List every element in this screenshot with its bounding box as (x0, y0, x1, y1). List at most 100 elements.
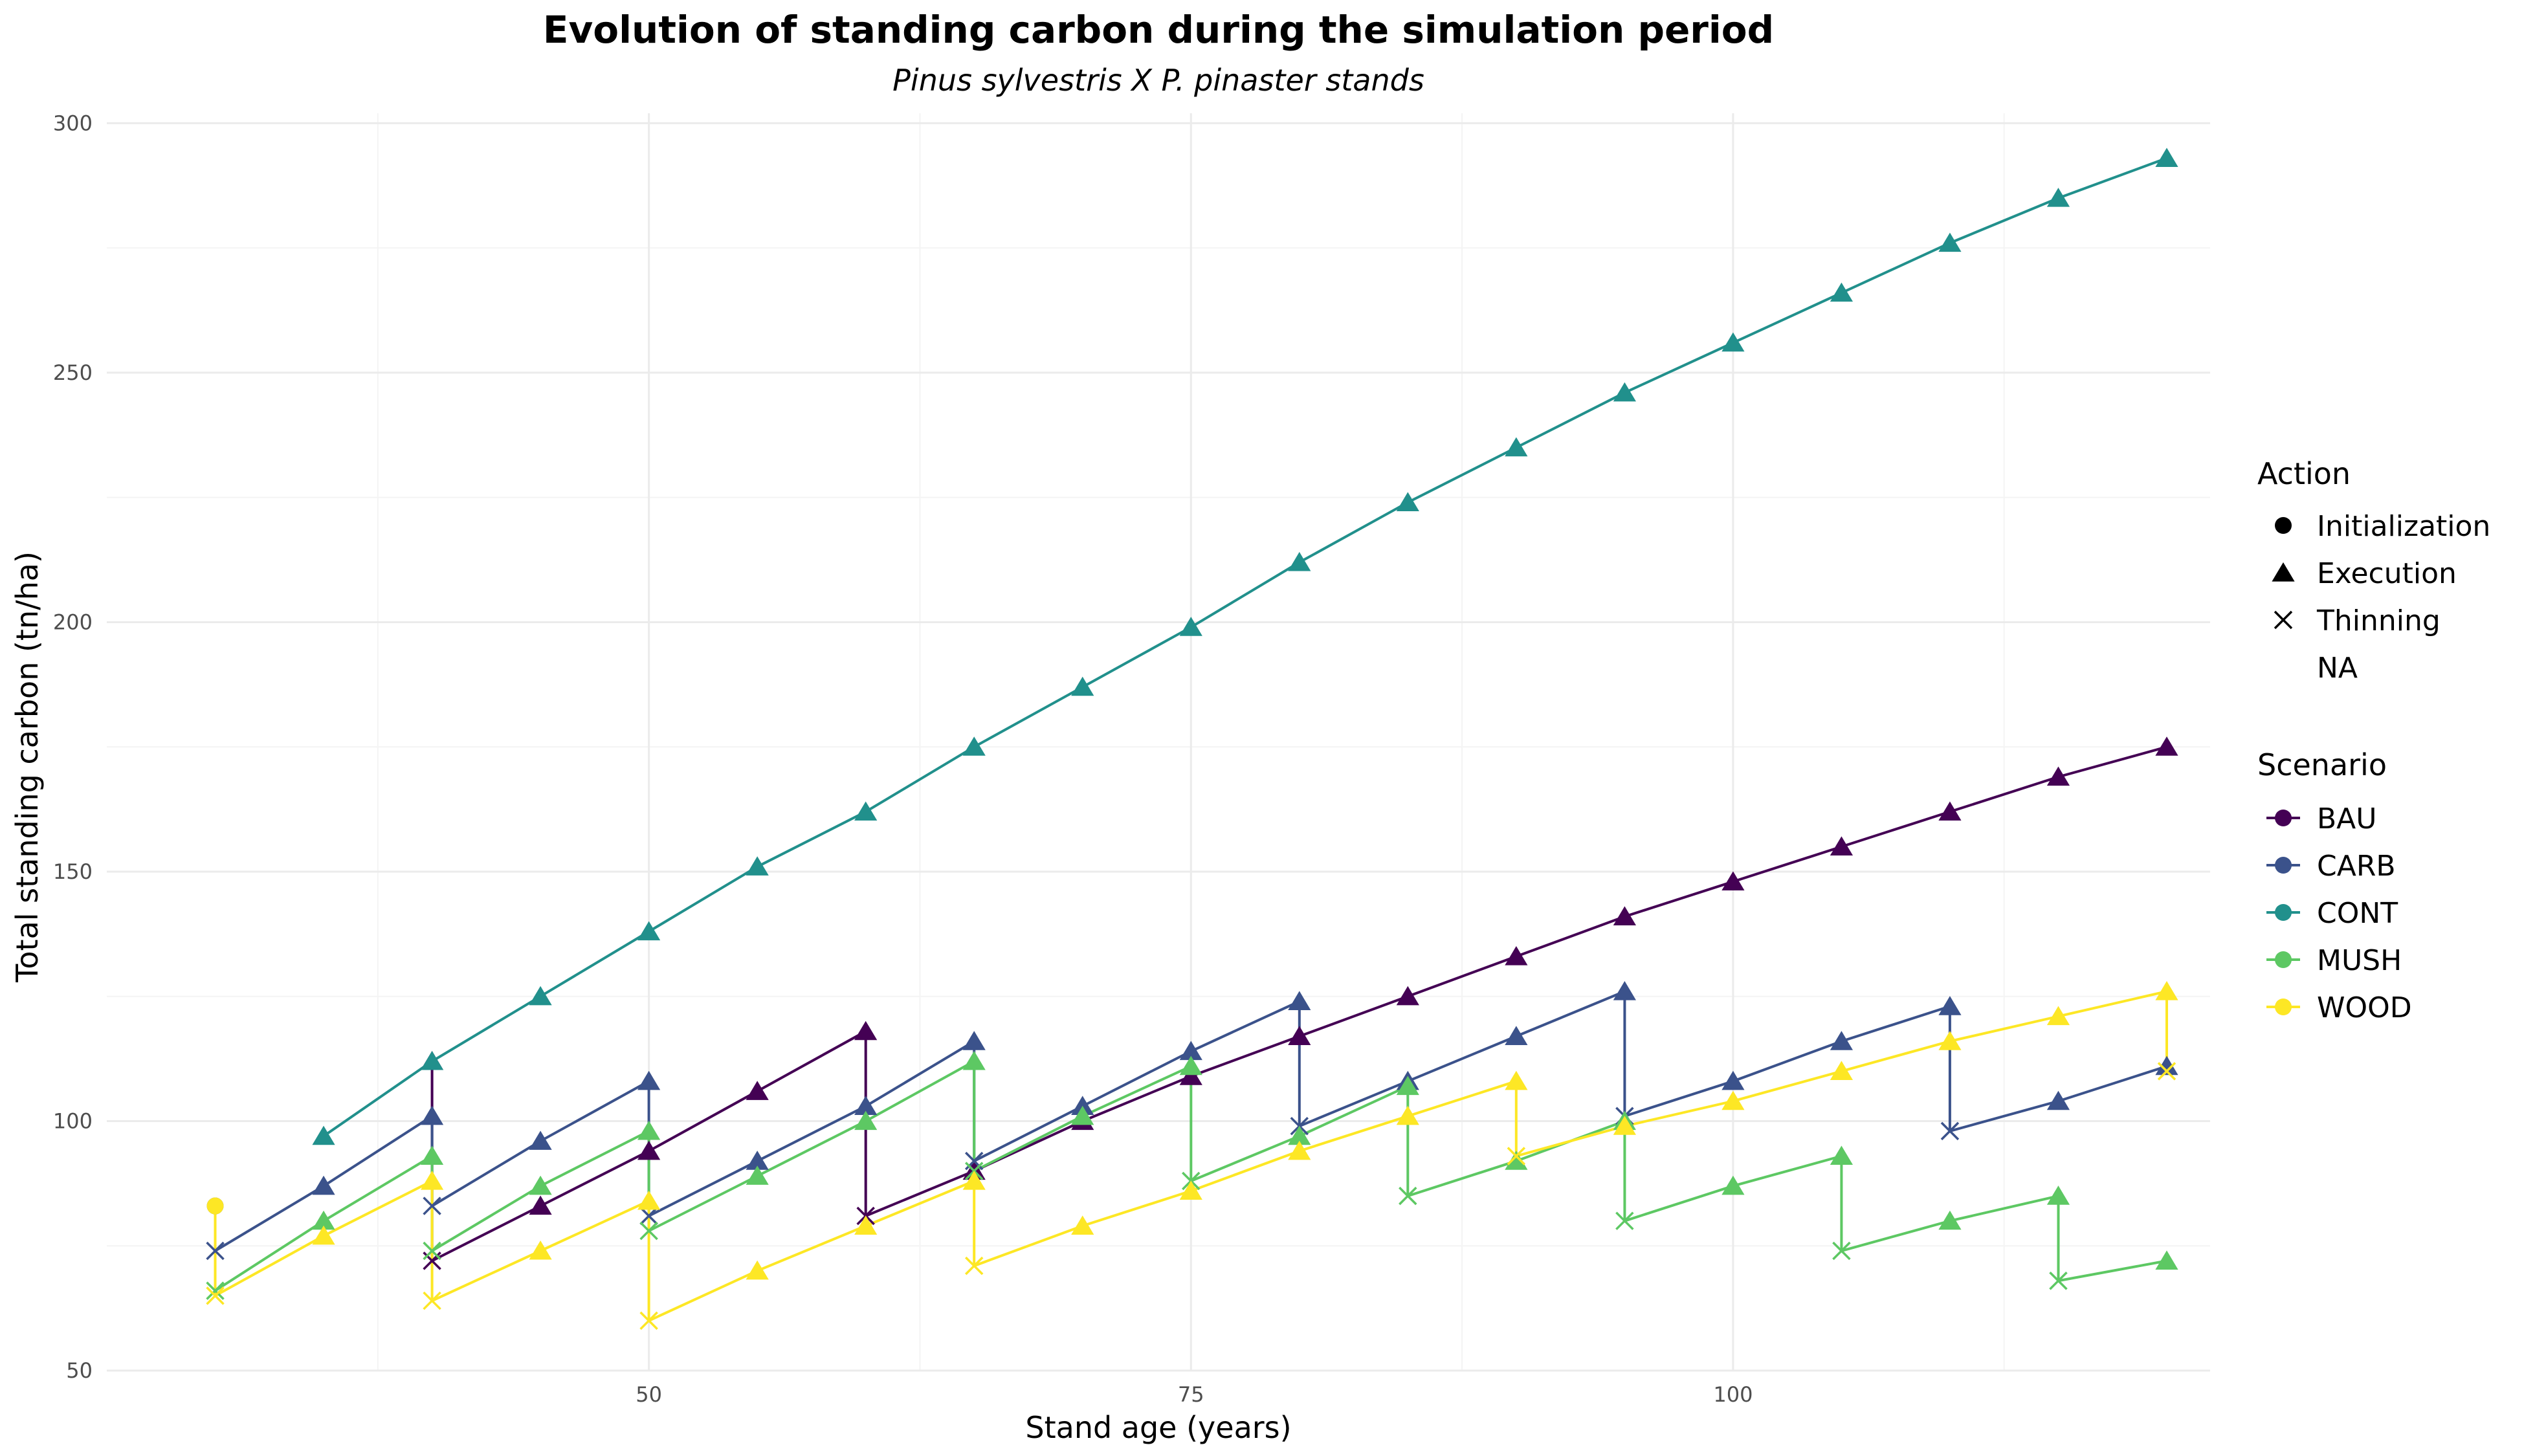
data-point-wood (1830, 1061, 1854, 1080)
data-point-bau (1830, 836, 1854, 856)
legend-action: Action Initialization Execution Thinning NA (2257, 456, 2490, 685)
data-point-carb (962, 1031, 986, 1050)
data-point-mush (1830, 1145, 1854, 1165)
legend-action-key-circle (2275, 517, 2292, 534)
legend-action-label: Initialization (2317, 510, 2490, 543)
data-point-bau (2155, 736, 2178, 756)
data-point-wood (1938, 1031, 1962, 1050)
legend-scenario-label: CARB (2317, 850, 2396, 883)
y-tick-label: 300 (53, 111, 93, 135)
y-tick-label: 50 (66, 1358, 93, 1383)
data-point-mush (854, 1110, 878, 1131)
x-tick-label: 100 (1713, 1382, 1753, 1407)
data-point-cont (1938, 232, 1962, 252)
data-point-mush (1179, 1055, 1202, 1075)
legend-action-label: NA (2317, 652, 2358, 685)
data-point-bau (2046, 766, 2070, 786)
data-point-mush (312, 1210, 335, 1230)
data-point-carb (1505, 1026, 1528, 1046)
data-point-wood (854, 1215, 878, 1235)
data-point-cont (529, 986, 552, 1006)
data-point-wood (1071, 1215, 1094, 1235)
y-tick-label: 150 (53, 859, 93, 884)
legend-scenario-label: BAU (2317, 802, 2377, 835)
legend-action-label: Thinning (2316, 604, 2441, 637)
data-point-cont (1505, 437, 1528, 457)
data-point-mush (1832, 1241, 1851, 1261)
data-point-carb (854, 1096, 878, 1115)
data-point-mush (2049, 1271, 2068, 1290)
chart-title: Evolution of standing carbon during the … (543, 8, 1774, 52)
data-point-mush (423, 1241, 441, 1261)
legend-scenario-label: CONT (2317, 897, 2398, 930)
legend-scenario-dot (2275, 998, 2292, 1015)
data-point-cont (1721, 332, 1745, 352)
data-point-cont (1179, 617, 1202, 636)
data-point-wood (639, 1311, 658, 1330)
legend-action-key-cross (2274, 610, 2293, 630)
data-point-bau (1288, 1026, 1311, 1046)
data-point-bau (1721, 871, 1745, 890)
data-point-wood (420, 1171, 444, 1190)
data-point-cont (637, 921, 661, 941)
data-point-wood (206, 1286, 225, 1305)
data-point-mush (1399, 1186, 1417, 1206)
legend-action-key-triangle (2272, 562, 2295, 582)
data-point-cont (1396, 492, 1419, 512)
data-point-wood (423, 1291, 441, 1310)
data-point-mush (1288, 1125, 1311, 1145)
data-point-mush (1396, 1075, 1419, 1096)
data-point-cont (1071, 676, 1094, 696)
legend-scenario-dot (2275, 904, 2292, 921)
data-point-bau (746, 1081, 769, 1100)
data-point-wood (964, 1256, 984, 1275)
data-point-mush (1505, 1151, 1528, 1170)
data-point-carb (639, 1206, 658, 1226)
data-point-wood (2046, 1006, 2070, 1026)
data-point-cont (854, 801, 878, 821)
data-point-bau (1938, 801, 1962, 821)
data-point-carb (423, 1197, 441, 1215)
legend-action-label: Execution (2317, 557, 2457, 590)
data-point-wood (1396, 1105, 1419, 1125)
data-point-carb (529, 1131, 552, 1150)
data-point-mush (746, 1165, 769, 1185)
data-point-bau (529, 1195, 552, 1215)
data-point-mush (637, 1120, 661, 1140)
data-point-cont (746, 856, 769, 876)
data-point-mush (420, 1145, 444, 1165)
data-point-cont (312, 1125, 335, 1145)
data-point-wood (529, 1240, 552, 1260)
data-point-bau (637, 1140, 661, 1160)
data-point-mush (2046, 1186, 2070, 1205)
legend-action-title: Action (2257, 456, 2351, 491)
data-point-mush (529, 1175, 552, 1195)
legend-scenario-label: MUSH (2317, 944, 2402, 977)
x-axis-title: Stand age (years) (1025, 1410, 1291, 1445)
data-point-bau (1505, 946, 1528, 965)
data-point-wood (2155, 981, 2178, 1000)
series-line-carb (214, 989, 2167, 1253)
legend-scenario-dot (2275, 857, 2292, 874)
data-point-wood (2157, 1062, 2176, 1081)
y-tick-label: 100 (53, 1109, 93, 1133)
data-point-wood (962, 1171, 986, 1190)
x-tick-label: 75 (1178, 1382, 1204, 1407)
data-point-mush (1615, 1211, 1634, 1230)
legend-scenario-dot (2275, 951, 2292, 968)
data-point-carb (1940, 1121, 1960, 1141)
legend-scenario-title: Scenario (2257, 747, 2387, 782)
y-axis-title: Total standing carbon (tn/ha) (10, 551, 45, 983)
data-point-cont (1830, 282, 1854, 302)
legend-scenario-dot (2275, 810, 2292, 826)
series-points (206, 148, 2178, 1330)
data-point-carb (746, 1151, 769, 1170)
data-point-wood (1507, 1147, 1526, 1165)
data-point-mush (2155, 1250, 2178, 1270)
data-point-carb (1938, 996, 1962, 1015)
data-point-wood (637, 1190, 661, 1210)
data-point-wood (1288, 1140, 1311, 1160)
data-point-mush (1071, 1105, 1094, 1125)
data-point-cont (2046, 188, 2070, 207)
